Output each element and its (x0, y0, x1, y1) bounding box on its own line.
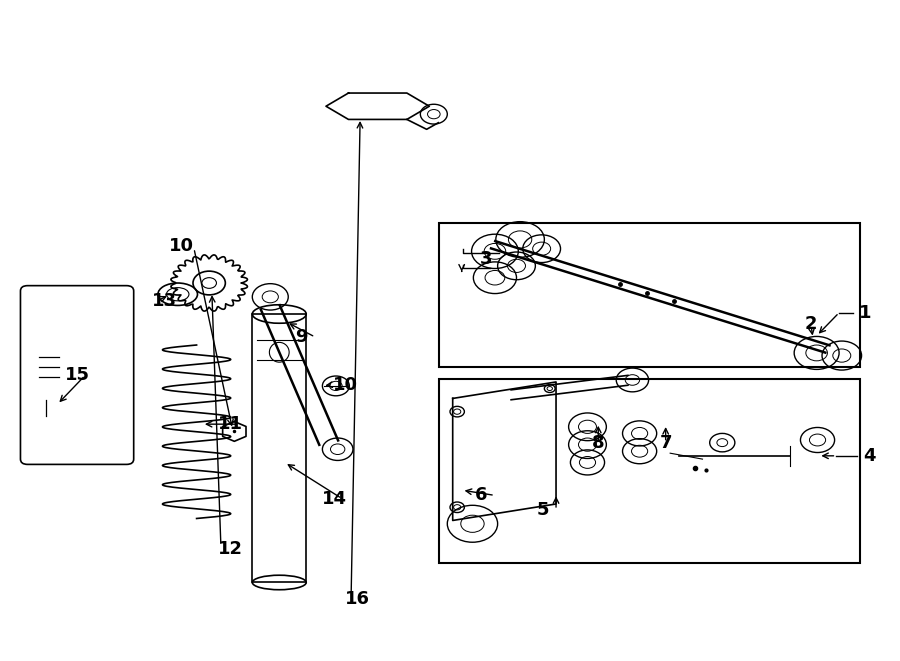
FancyBboxPatch shape (21, 286, 134, 465)
Polygon shape (326, 93, 429, 120)
Bar (439, 379, 860, 563)
Text: 7: 7 (660, 434, 672, 451)
Text: 14: 14 (322, 490, 347, 508)
Text: 15: 15 (66, 366, 90, 384)
Text: 10: 10 (169, 237, 194, 255)
Polygon shape (453, 382, 556, 520)
Bar (252, 314, 306, 582)
Text: 12: 12 (218, 541, 243, 559)
Text: 10: 10 (333, 375, 358, 393)
Text: 13: 13 (152, 292, 176, 310)
Text: 16: 16 (345, 590, 370, 608)
Text: 3: 3 (480, 251, 492, 268)
Text: 1: 1 (859, 303, 871, 322)
Text: 11: 11 (218, 415, 243, 433)
Text: 5: 5 (536, 501, 549, 519)
Text: 9: 9 (295, 328, 308, 346)
Text: 6: 6 (475, 486, 488, 504)
Text: 8: 8 (592, 434, 605, 451)
Text: 2: 2 (805, 315, 817, 333)
Bar (439, 223, 860, 367)
Text: 4: 4 (863, 447, 876, 465)
